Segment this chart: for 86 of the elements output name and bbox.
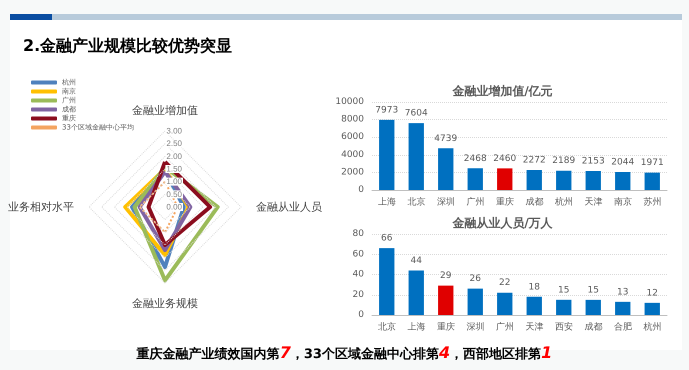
x-tick-label: 天津	[525, 322, 544, 332]
bar	[379, 248, 394, 315]
bar	[408, 123, 424, 190]
y-tick-label: 0	[358, 310, 364, 320]
y-tick-label: 4000	[341, 150, 364, 160]
bar	[586, 171, 601, 190]
x-tick-label: 杭州	[642, 322, 662, 332]
bar	[526, 170, 542, 190]
spoke-label: 金融业务规模	[132, 297, 198, 310]
bar	[615, 172, 630, 190]
data-label: 4739	[434, 134, 458, 144]
data-label: 15	[588, 285, 599, 296]
bar	[438, 148, 454, 190]
data-label: 15	[558, 285, 570, 296]
data-label: 2460	[493, 154, 516, 164]
x-tick-label: 成都	[525, 196, 544, 208]
y-tick-label: 8000	[341, 114, 364, 125]
x-tick-label: 深圳	[466, 322, 484, 332]
data-label: 7973	[375, 105, 398, 116]
y-tick-label: 3.00	[166, 126, 183, 136]
x-tick-label: 西安	[554, 322, 573, 332]
x-tick-label: 广州	[496, 322, 514, 332]
x-tick-label: 成都	[584, 322, 602, 332]
bar	[468, 288, 483, 315]
x-tick-label: 重庆	[436, 322, 455, 332]
x-tick-label: 杭州	[554, 196, 573, 208]
chart-title: 2.金融产业规模比较优势突显	[23, 36, 232, 57]
y-tick-label: 0.00	[166, 202, 183, 212]
y-tick-label: 0	[358, 185, 364, 195]
data-label: 29	[440, 271, 452, 282]
x-tick-label: 北京	[378, 322, 396, 332]
bar	[556, 300, 572, 315]
data-label: 2189	[552, 156, 576, 166]
y-tick-label: 0.50	[166, 190, 183, 199]
data-label: 2272	[522, 156, 546, 166]
y-tick-label: 60	[352, 249, 364, 260]
y-tick-label: 40	[352, 270, 364, 280]
x-tick-label: 天津	[584, 196, 602, 208]
bar	[586, 300, 601, 315]
data-label: 66	[381, 234, 393, 244]
bar	[644, 302, 660, 315]
data-label: 2468	[464, 154, 487, 164]
chart-title: 金融业增加值/亿元	[451, 84, 553, 98]
spoke-label: 业务相对水平	[8, 200, 74, 214]
x-tick-label: 上海	[407, 322, 426, 332]
bar	[468, 168, 483, 190]
y-tick-label: 6000	[341, 132, 364, 142]
y-tick-label: 1.00	[166, 177, 183, 186]
data-label: 2044	[611, 158, 634, 168]
data-label: 7604	[404, 108, 428, 119]
x-tick-label: 重庆	[496, 196, 514, 208]
x-tick-label: 上海	[378, 196, 396, 208]
bar	[615, 302, 630, 315]
bar	[556, 170, 572, 190]
y-tick-label: 20	[352, 290, 364, 300]
y-tick-label: 10000	[335, 97, 364, 107]
bar	[408, 270, 424, 315]
x-tick-label: 南京	[614, 196, 632, 208]
spoke-label: 金融从业人员	[256, 200, 322, 214]
bar	[644, 172, 660, 190]
x-tick-label: 北京	[407, 196, 426, 208]
bar	[438, 286, 454, 315]
data-label: 22	[499, 278, 510, 288]
x-tick-label: 深圳	[436, 196, 455, 208]
x-tick-label: 合肥	[614, 322, 632, 332]
bar	[526, 296, 542, 315]
bar	[497, 168, 512, 190]
text: 重庆金融产业绩效国内第7，33个区域金融中心排第4，西部地区排第1	[136, 343, 552, 362]
data-label: 2153	[582, 156, 605, 167]
data-label: 1971	[640, 158, 664, 168]
data-label: 13	[617, 287, 628, 298]
data-label: 26	[470, 274, 482, 284]
y-tick-label: 2000	[341, 167, 364, 178]
y-tick-label: 2.50	[166, 139, 183, 148]
chart-title: 金融从业人员/万人	[451, 216, 554, 230]
y-tick-label: 2.00	[166, 152, 183, 161]
bar	[379, 120, 394, 190]
data-label: 12	[646, 288, 658, 298]
x-tick-label: 广州	[466, 196, 484, 208]
y-tick-label: 1.50	[166, 164, 183, 174]
data-label: 44	[410, 256, 422, 266]
bar	[497, 292, 512, 315]
x-tick-label: 苏州	[643, 196, 662, 208]
spoke-label: 金融业增加值	[132, 104, 198, 117]
y-tick-label: 80	[352, 229, 364, 239]
data-label: 18	[528, 282, 540, 292]
